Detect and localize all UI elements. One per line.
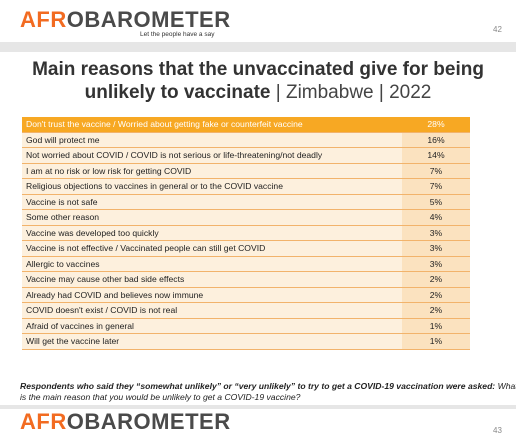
reason: I am at no risk or low risk for getting … bbox=[22, 163, 402, 179]
reason: Allergic to vaccines bbox=[22, 256, 402, 272]
table-row: Already had COVID and believes now immun… bbox=[22, 287, 470, 303]
reason: Vaccine is not effective / Vaccinated pe… bbox=[22, 240, 402, 257]
table-row: Afraid of vaccines in general 1% bbox=[22, 318, 470, 334]
logo: AFROBAROMETER bbox=[20, 9, 231, 31]
table-row: Some other reason 4% bbox=[22, 209, 470, 226]
table-row: Vaccine may cause other bad side effects… bbox=[22, 271, 470, 288]
footnote: Respondents who said they “somewhat unli… bbox=[20, 381, 516, 403]
title-main: Main reasons that the unvaccinated give … bbox=[32, 59, 484, 103]
reasons-table: Don't trust the vaccine / Worried about … bbox=[22, 117, 470, 350]
percent: 5% bbox=[402, 194, 470, 210]
percent: 2% bbox=[402, 302, 470, 319]
logo-text: OBAROMETER bbox=[66, 409, 231, 434]
percent: 1% bbox=[402, 318, 470, 334]
table-row: COVID doesn't exist / COVID is not real 2… bbox=[22, 302, 470, 319]
reason: Will get the vaccine later bbox=[22, 333, 402, 350]
separator bbox=[0, 42, 516, 52]
percent: 1% bbox=[402, 333, 470, 350]
percent: 2% bbox=[402, 271, 470, 288]
page-number: 43 bbox=[493, 426, 502, 435]
reason: Some other reason bbox=[22, 209, 402, 226]
reason: COVID doesn't exist / COVID is not real bbox=[22, 302, 402, 319]
reason: Already had COVID and believes now immun… bbox=[22, 287, 402, 303]
table-row: God will protect me 16% bbox=[22, 132, 470, 148]
footer-logo: AFROBAROMETER bbox=[20, 411, 231, 433]
logo-accent: AFR bbox=[20, 409, 67, 434]
tagline: Let the people have a say bbox=[140, 31, 215, 38]
table-row: Allergic to vaccines 3% bbox=[22, 256, 470, 272]
logo-text: OBAROMETER bbox=[66, 7, 231, 32]
percent: 4% bbox=[402, 209, 470, 226]
table-row: Vaccine was developed too quickly 3% bbox=[22, 225, 470, 241]
title: Main reasons that the unvaccinated give … bbox=[10, 58, 506, 104]
table-row: Will get the vaccine later 1% bbox=[22, 333, 470, 350]
reason: Religious objections to vaccines in gene… bbox=[22, 178, 402, 195]
percent: 7% bbox=[402, 163, 470, 179]
reason: Vaccine may cause other bad side effects bbox=[22, 271, 402, 288]
table-row: Not worried about COVID / COVID is not s… bbox=[22, 147, 470, 164]
table-row: Don't trust the vaccine / Worried about … bbox=[22, 117, 470, 133]
title-location: | Zimbabwe | 2022 bbox=[275, 82, 432, 103]
logo-accent: AFR bbox=[20, 7, 67, 32]
reason: Vaccine was developed too quickly bbox=[22, 225, 402, 241]
table-row: Religious objections to vaccines in gene… bbox=[22, 178, 470, 195]
percent: 3% bbox=[402, 225, 470, 241]
page-number: 42 bbox=[493, 25, 502, 34]
percent: 3% bbox=[402, 256, 470, 272]
separator bbox=[0, 405, 516, 409]
percent: 28% bbox=[402, 117, 470, 133]
percent: 2% bbox=[402, 287, 470, 303]
reason: Afraid of vaccines in general bbox=[22, 318, 402, 334]
percent: 3% bbox=[402, 240, 470, 257]
reason: Vaccine is not safe bbox=[22, 194, 402, 210]
footnote-question: What is the main reason that you would b… bbox=[20, 381, 516, 402]
table-row: I am at no risk or low risk for getting … bbox=[22, 163, 470, 179]
percent: 7% bbox=[402, 178, 470, 195]
percent: 14% bbox=[402, 147, 470, 164]
reason: God will protect me bbox=[22, 132, 402, 148]
footnote-lead: Respondents who said they “somewhat unli… bbox=[20, 381, 496, 391]
table-row: Vaccine is not safe 5% bbox=[22, 194, 470, 210]
reason: Not worried about COVID / COVID is not s… bbox=[22, 147, 402, 164]
percent: 16% bbox=[402, 132, 470, 148]
table-row: Vaccine is not effective / Vaccinated pe… bbox=[22, 240, 470, 257]
reason: Don't trust the vaccine / Worried about … bbox=[22, 117, 402, 133]
